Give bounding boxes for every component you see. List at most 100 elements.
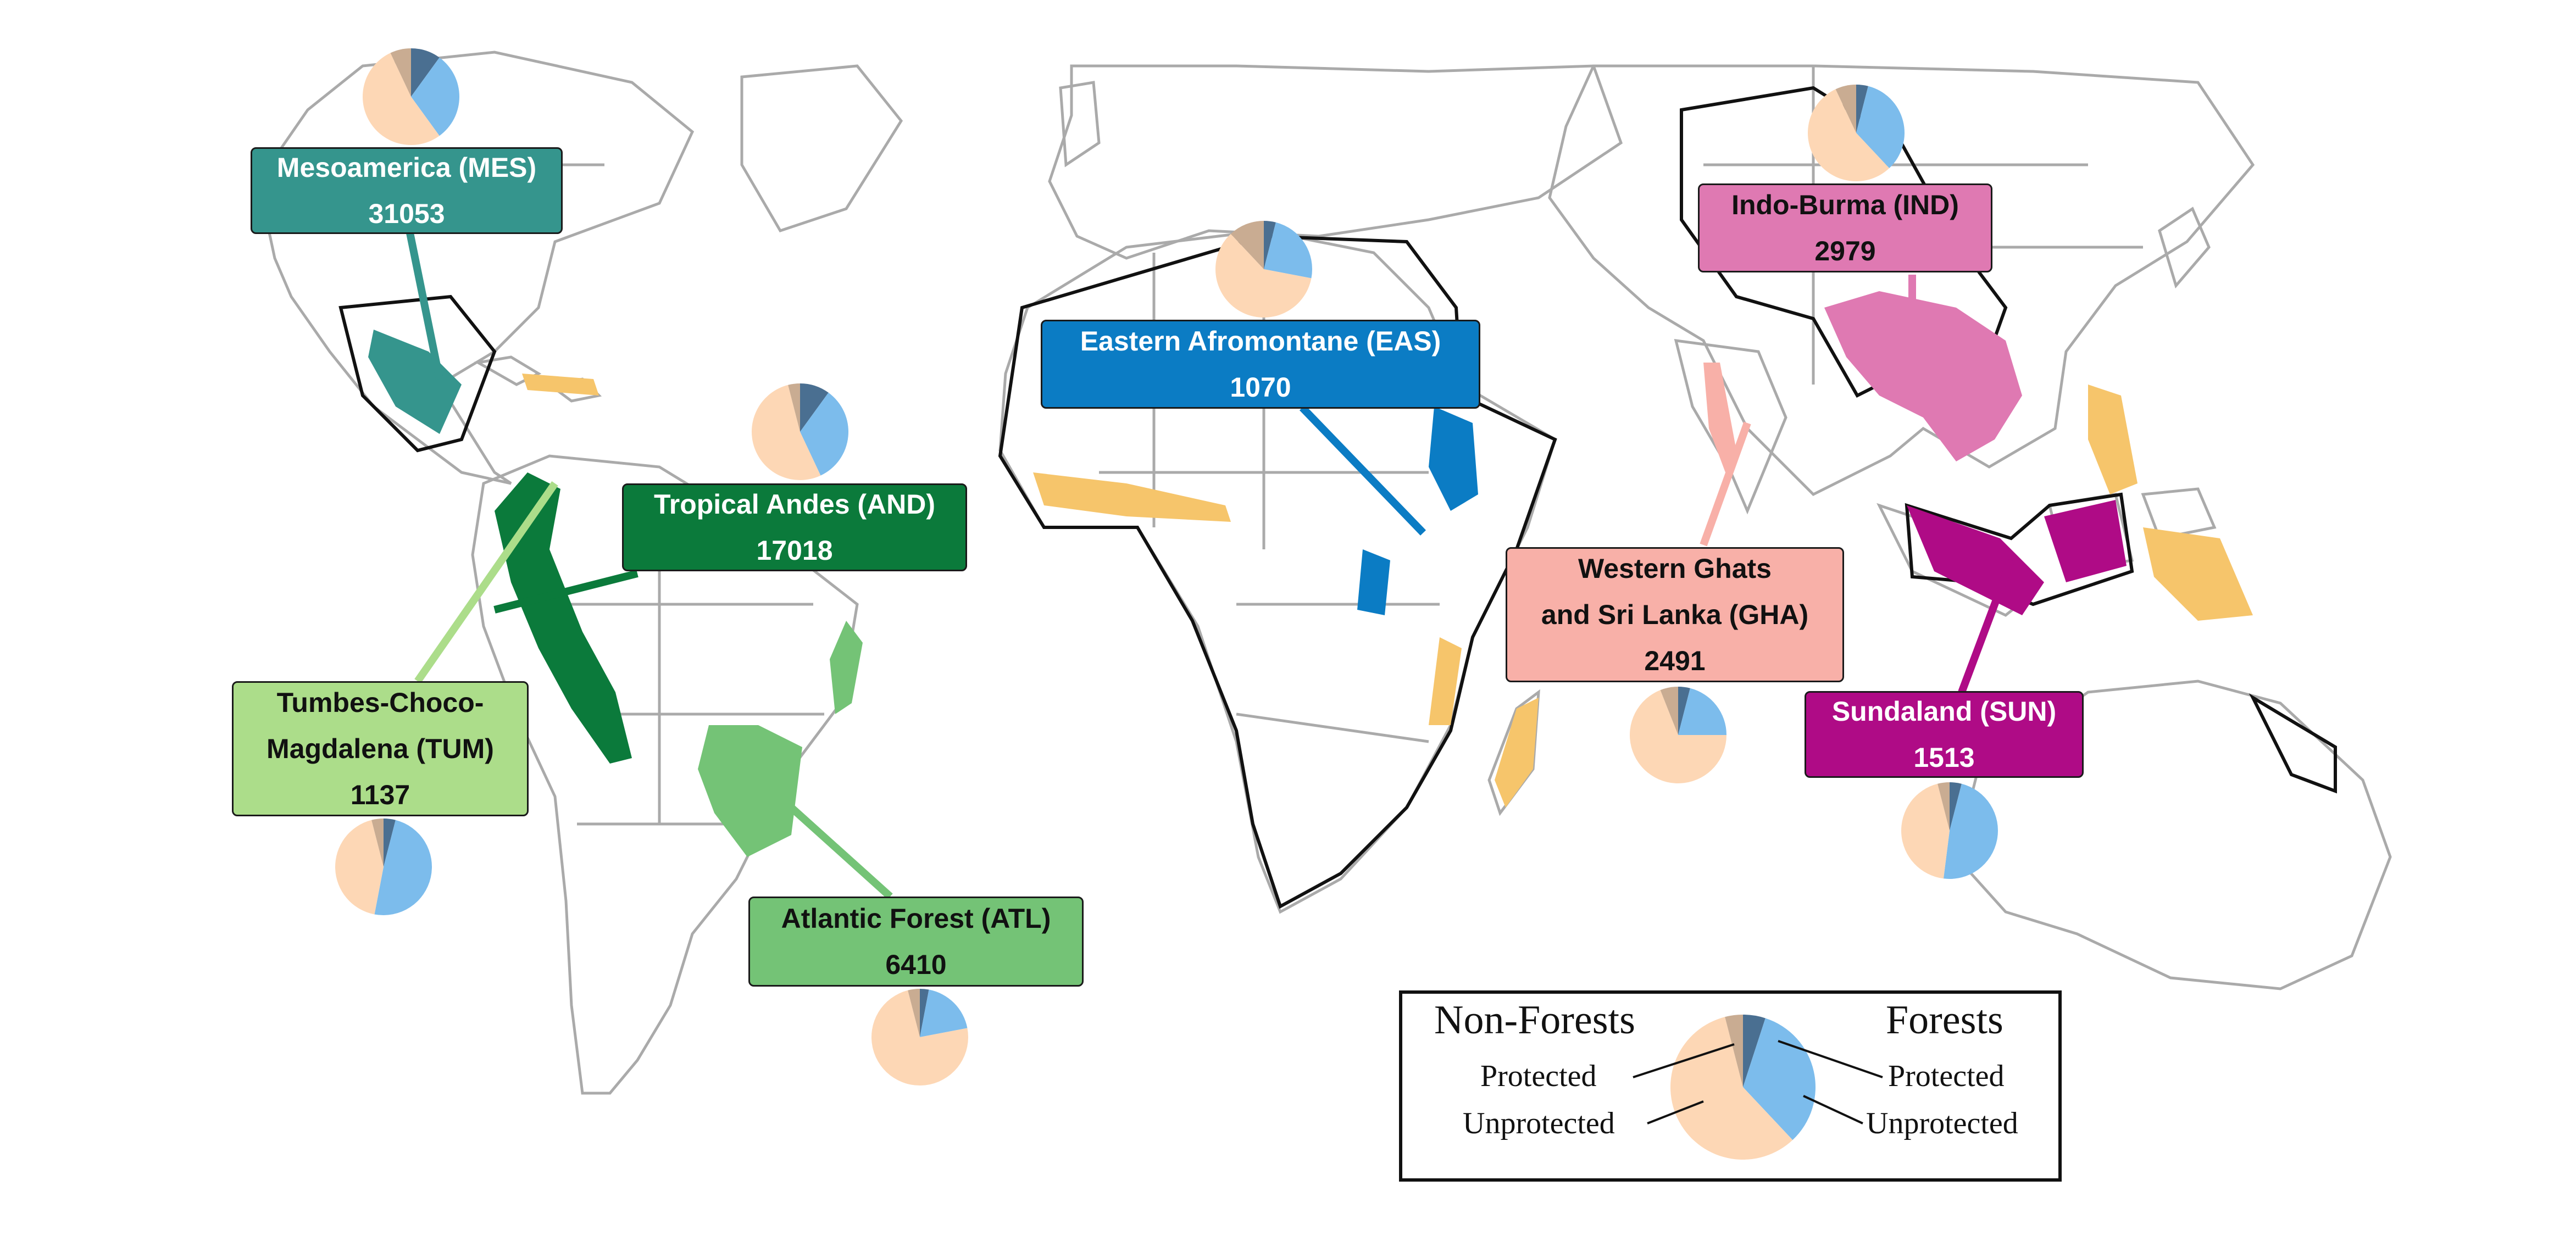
- pie-slice-nonforest-unprotected: [871, 990, 968, 1085]
- label-IND-name: Indo-Burma (IND): [1731, 190, 1959, 220]
- pie-slice-nonforest-unprotected: [1901, 783, 1950, 879]
- label-GHA-name-2: and Sri Lanka (GHA): [1541, 599, 1809, 630]
- legend-forest-unprotected: Unprotected: [1866, 1106, 2018, 1140]
- label-TUM: Tumbes-Choco- Magdalena (TUM) 1137: [232, 681, 529, 816]
- pie-ATL: [871, 989, 968, 1085]
- other-hotspot-guinea: [1033, 472, 1231, 522]
- pie-slice-nonforest-protected: [908, 989, 920, 1037]
- pie-GHA: [1630, 687, 1726, 783]
- pie-slice-nonforest-protected: [371, 819, 384, 867]
- region-ATL: [698, 725, 802, 857]
- pie-slice-nonforest-protected: [788, 383, 800, 432]
- label-ATL-name: Atlantic Forest (ATL): [781, 903, 1051, 934]
- leader-lines: [406, 232, 2015, 900]
- legend-forest-protected: Protected: [1888, 1059, 2005, 1093]
- pie-slice-nonforest-unprotected: [335, 820, 384, 915]
- label-AND-name: Tropical Andes (AND): [653, 489, 936, 520]
- label-EAS: Eastern Afromontane (EAS) 1070: [1041, 320, 1480, 409]
- pie-TUM: [335, 819, 432, 915]
- label-SUN: Sundaland (SUN) 1513: [1805, 691, 2084, 778]
- pie-slice-forest-unprotected: [1856, 86, 1905, 169]
- region-SUN: [1907, 505, 2044, 615]
- pie-slice-nonforest-protected: [1725, 1015, 1743, 1087]
- label-TUM-value: 1137: [350, 780, 410, 810]
- leader-SUN: [1958, 559, 2015, 694]
- leader-ATL: [789, 804, 893, 900]
- region-AND: [495, 472, 632, 764]
- pie-slice-forest-protected: [1264, 221, 1276, 269]
- pie-slice-forest-protected: [411, 48, 440, 97]
- pie-IND: [1808, 85, 1905, 181]
- pie-slice-forest-unprotected: [1678, 688, 1726, 735]
- label-GHA-name-1: Western Ghats: [1578, 553, 1772, 584]
- pie-EAS: [1215, 221, 1312, 318]
- pie-MES: [363, 48, 459, 146]
- pie-slice-nonforest-unprotected: [1808, 89, 1890, 181]
- legend-forests-header: Forests: [1886, 998, 2003, 1043]
- pie-slice-forest-unprotected: [800, 392, 848, 476]
- label-ATL: Atlantic Forest (ATL) 6410: [748, 897, 1084, 987]
- region-SUN-borneo: [2044, 500, 2127, 582]
- leader-AND: [493, 570, 639, 614]
- legend-nonforest-protected: Protected: [1480, 1059, 1597, 1093]
- pie-AND: [752, 383, 848, 480]
- leader-GHA: [1700, 421, 1751, 547]
- label-TUM-name-2: Magdalena (TUM): [267, 733, 494, 764]
- pie-slice-nonforest-unprotected: [752, 385, 821, 480]
- region-EAS-south: [1357, 549, 1390, 615]
- pie-slice-forest-protected: [1856, 85, 1868, 133]
- leader-MES: [406, 232, 443, 380]
- pie-slice-forest-protected: [800, 383, 829, 432]
- label-AND: Tropical Andes (AND) 17018: [622, 483, 967, 571]
- label-ATL-value: 6410: [885, 949, 947, 980]
- legend-leaders: [1633, 1040, 1883, 1124]
- label-GHA-value: 2491: [1644, 645, 1706, 676]
- pie-slice-nonforest-unprotected: [1215, 233, 1312, 318]
- legend-leader-nonforest-unprotected: [1647, 1100, 1704, 1124]
- pie-slice-forest-unprotected: [920, 989, 968, 1037]
- other-hotspot-wallacea: [2143, 527, 2253, 621]
- pie-slice-forest-unprotected: [411, 57, 459, 136]
- legend-leader-forest-unprotected: [1803, 1095, 1863, 1124]
- leader-EAS: [1299, 405, 1426, 536]
- label-TUM-name-1: Tumbes-Choco-: [276, 687, 484, 718]
- label-IND: Indo-Burma (IND) 2979: [1698, 183, 1992, 272]
- label-AND-value: 17018: [756, 535, 833, 566]
- other-hotspot-coastal-east-africa: [1429, 637, 1462, 725]
- legend-leader-forest-protected: [1778, 1040, 1883, 1078]
- region-IND: [1824, 291, 2022, 461]
- label-MES-value: 31053: [368, 198, 445, 229]
- label-EAS-name: Eastern Afromontane (EAS): [1080, 326, 1441, 357]
- pie-slice-forest-protected: [920, 989, 929, 1037]
- legend-nonforest-unprotected: Unprotected: [1463, 1106, 1615, 1140]
- label-GHA: Western Ghats and Sri Lanka (GHA) 2491: [1506, 547, 1844, 682]
- region-GHA: [1703, 363, 1736, 472]
- region-MES: [368, 330, 462, 434]
- pie-SUN: [1901, 782, 1998, 879]
- pie-slice-nonforest-unprotected: [1630, 690, 1726, 783]
- other-hotspot-philippines: [2088, 385, 2138, 494]
- label-IND-value: 2979: [1814, 236, 1876, 266]
- legend: Non-Forests Forests Protected Unprotecte…: [1399, 990, 2062, 1182]
- pie-slice-forest-unprotected: [1943, 783, 1998, 879]
- leader-TUM: [414, 481, 558, 683]
- pie-slice-nonforest-protected: [1230, 221, 1264, 269]
- region-EAS: [1429, 407, 1478, 511]
- pie-slice-forest-unprotected: [374, 820, 432, 915]
- label-SUN-name: Sundaland (SUN): [1831, 696, 2057, 727]
- label-EAS-value: 1070: [1230, 372, 1291, 403]
- pie-slice-nonforest-protected: [1937, 782, 1950, 831]
- pie-slice-nonforest-protected: [1835, 85, 1856, 133]
- pie-slice-forest-protected: [1743, 1015, 1766, 1087]
- legend-leader-nonforest-protected: [1633, 1043, 1735, 1078]
- legend-nonforests-header: Non-Forests: [1434, 998, 1635, 1043]
- label-MES-name: Mesoamerica (MES): [276, 152, 537, 183]
- label-MES: Mesoamerica (MES) 31053: [251, 147, 563, 234]
- pie-slice-nonforest-unprotected: [1670, 1017, 1793, 1160]
- pie-slice-forest-protected: [1678, 687, 1690, 735]
- pie-slice-forest-protected: [1950, 782, 1962, 831]
- other-hotspot-caribbean: [522, 374, 599, 396]
- hotspot-regions: [368, 291, 2253, 857]
